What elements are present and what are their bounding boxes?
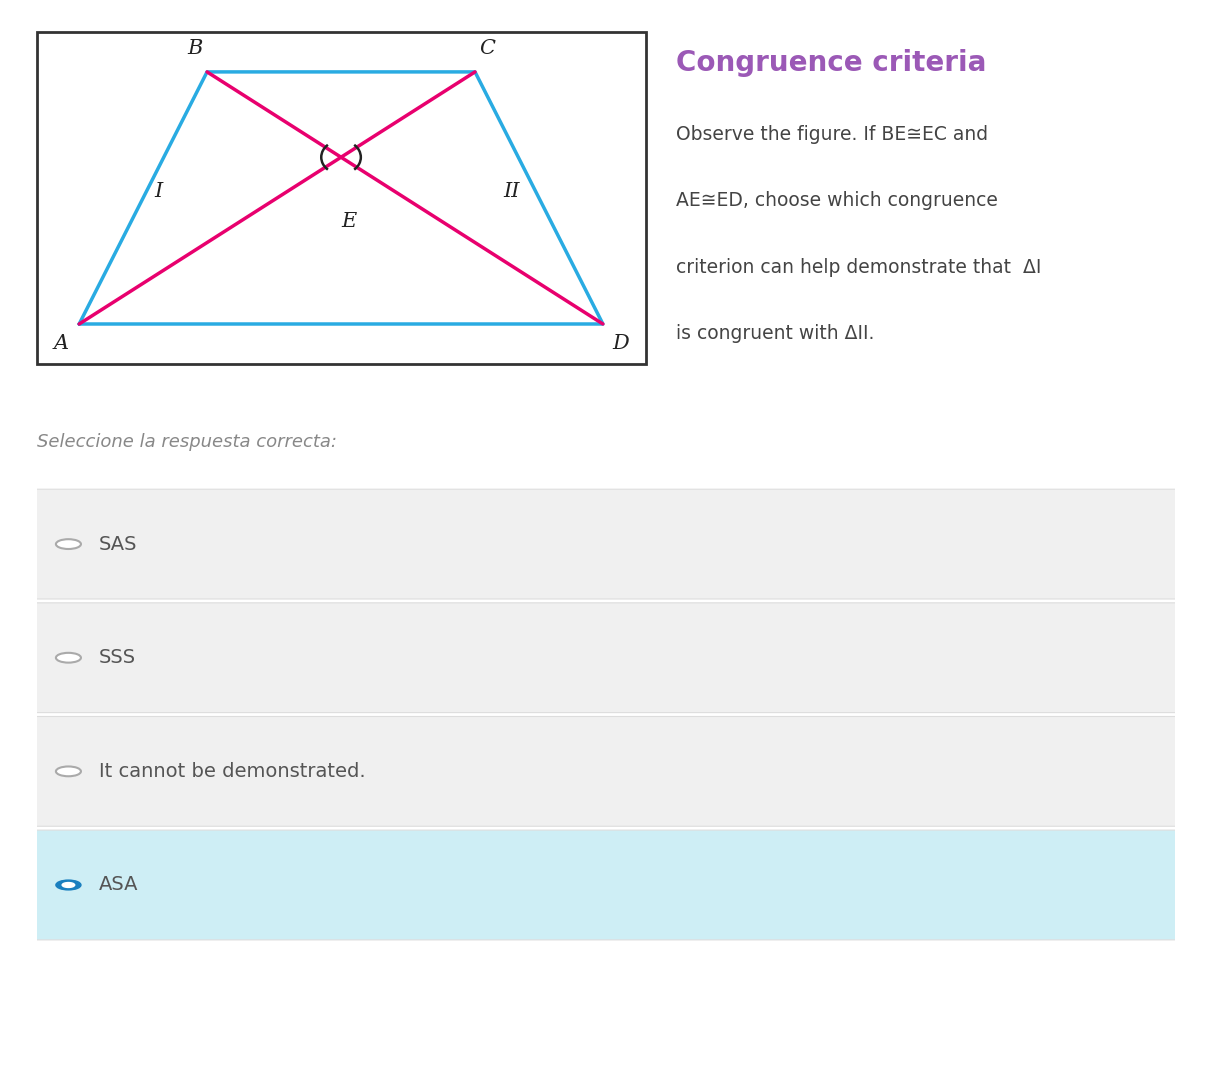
- Text: It cannot be demonstrated.: It cannot be demonstrated.: [99, 762, 365, 781]
- FancyBboxPatch shape: [28, 489, 1184, 599]
- Text: C: C: [479, 40, 496, 58]
- FancyBboxPatch shape: [28, 717, 1184, 826]
- Text: D: D: [613, 335, 630, 353]
- Text: Seleccione la respuesta correcta:: Seleccione la respuesta correcta:: [37, 433, 336, 452]
- Text: criterion can help demonstrate that  ΔI: criterion can help demonstrate that ΔI: [676, 258, 1041, 277]
- Text: I: I: [155, 182, 162, 201]
- Text: SSS: SSS: [99, 648, 136, 668]
- Text: ASA: ASA: [99, 875, 139, 895]
- Text: AE≅ED, choose which congruence: AE≅ED, choose which congruence: [676, 192, 998, 211]
- Ellipse shape: [56, 881, 80, 890]
- Ellipse shape: [56, 539, 80, 549]
- Text: E: E: [341, 212, 357, 231]
- Text: B: B: [188, 40, 202, 58]
- Text: II: II: [503, 182, 520, 201]
- Text: A: A: [54, 335, 68, 353]
- Ellipse shape: [56, 766, 80, 776]
- Ellipse shape: [56, 653, 80, 662]
- Text: Observe the figure. If BE≅EC and: Observe the figure. If BE≅EC and: [676, 125, 988, 144]
- FancyBboxPatch shape: [28, 602, 1184, 713]
- FancyBboxPatch shape: [28, 830, 1184, 939]
- Text: Congruence criteria: Congruence criteria: [676, 49, 987, 77]
- Text: is congruent with ΔII.: is congruent with ΔII.: [676, 324, 875, 343]
- Ellipse shape: [62, 883, 74, 887]
- Text: SAS: SAS: [99, 535, 138, 553]
